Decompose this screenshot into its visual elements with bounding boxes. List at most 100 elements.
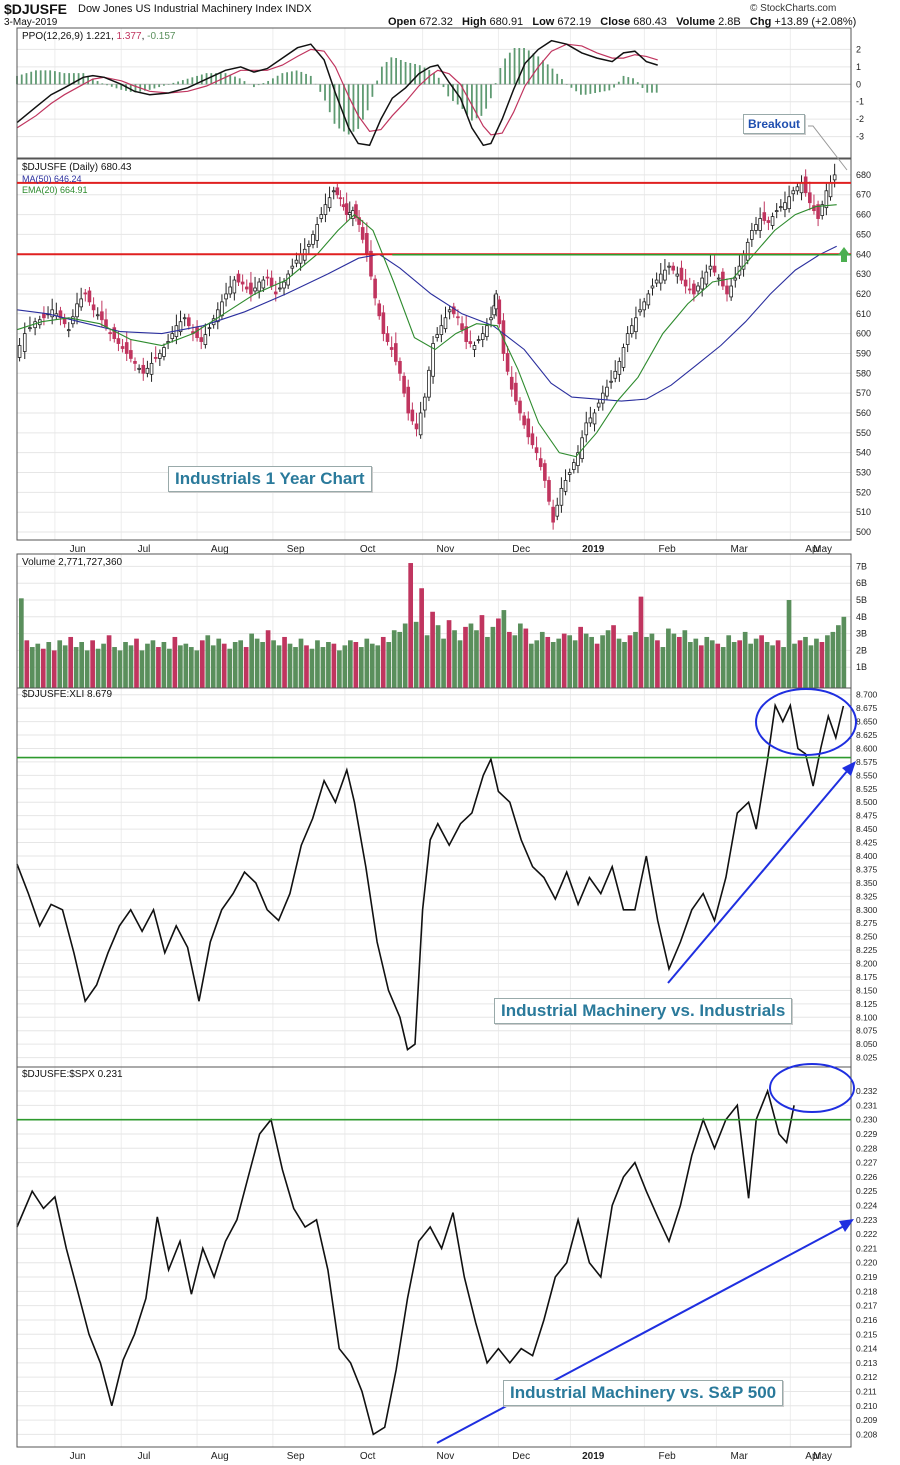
candle-body xyxy=(683,279,688,287)
volume-bar xyxy=(589,636,594,688)
candle-body xyxy=(774,210,779,213)
candle-body xyxy=(249,282,253,295)
volume-bar xyxy=(128,645,134,688)
ema20-line xyxy=(16,204,837,458)
volume-bar xyxy=(474,630,479,688)
candle-body xyxy=(331,190,336,193)
price-candles xyxy=(17,163,837,530)
ppo-histogram-bar xyxy=(106,84,108,86)
candle-body xyxy=(745,241,750,261)
candle-body xyxy=(803,176,808,194)
y-tick-label: 8.225 xyxy=(856,945,878,955)
y-tick-label: 8.525 xyxy=(856,784,878,794)
volume-bar xyxy=(249,633,254,688)
y-tick-label: 6B xyxy=(856,578,867,588)
candle-body xyxy=(696,285,700,292)
price-legend: $DJUSFE (Daily) 680.43 xyxy=(22,162,132,173)
candle-body xyxy=(335,187,340,196)
ppo-histogram-bar xyxy=(20,74,23,85)
candle-body xyxy=(133,361,137,364)
volume-bar xyxy=(145,643,150,688)
volume-bar xyxy=(304,645,309,688)
ppo-histogram-bar xyxy=(295,70,298,85)
candle-body xyxy=(199,337,204,342)
y-tick-label: 8.100 xyxy=(856,1012,878,1022)
volume-bar xyxy=(731,642,737,688)
ppo-histogram-bar xyxy=(186,78,189,85)
ppo-histogram-bar xyxy=(357,84,360,129)
volume-bar xyxy=(265,630,271,688)
ppo-histogram-bar xyxy=(366,84,369,111)
candle-body xyxy=(116,338,121,344)
ppo-histogram-bar xyxy=(485,84,488,109)
candle-body xyxy=(83,292,88,295)
ppo-histogram-bar xyxy=(35,70,37,85)
y-tick-label: 0.211 xyxy=(856,1386,877,1396)
volume-bar xyxy=(490,626,496,688)
candle-body xyxy=(373,278,377,299)
candle-body xyxy=(492,305,496,316)
y-tick-label: 0.213 xyxy=(856,1358,878,1368)
ppo-histogram-bar xyxy=(162,84,165,86)
axis-labels: 2 1 0 -1 -2 -3 680 670 660 650 640 630 620 610 600 590 5… xyxy=(70,44,878,1462)
candle-body xyxy=(347,212,352,215)
volume-bar xyxy=(819,642,825,688)
candle-body xyxy=(153,357,158,359)
candle-body xyxy=(431,343,435,377)
volume-bar xyxy=(95,648,101,688)
xli-trend-arrow xyxy=(667,769,849,984)
x-tick-label: May xyxy=(813,544,832,555)
volume-bar xyxy=(677,636,682,688)
ppo-histogram-bar xyxy=(158,84,161,88)
volume-bar xyxy=(534,640,540,688)
y-tick-label: 8.125 xyxy=(856,999,878,1009)
volume-bar xyxy=(507,631,512,688)
ppo-histogram-bar xyxy=(172,82,175,85)
candle-body xyxy=(178,321,183,333)
ppo-histogram-bar xyxy=(636,82,639,85)
volume-bar xyxy=(578,626,583,688)
candle-body xyxy=(108,332,112,335)
candle-body xyxy=(244,286,249,290)
candle-body xyxy=(750,230,754,240)
volume-bar xyxy=(512,635,518,688)
volume-bar xyxy=(358,647,364,688)
candle-body xyxy=(294,259,299,264)
y-tick-label: 540 xyxy=(856,448,871,458)
candle-body xyxy=(451,306,456,315)
y-tick-label: 0.223 xyxy=(856,1215,878,1225)
candle-body xyxy=(42,313,46,319)
ppo-histogram-bar xyxy=(499,68,502,85)
x-tick-label: Oct xyxy=(360,1451,376,1462)
ma50-legend: MA(50) 646.24 xyxy=(22,174,82,184)
ppo-histogram-bar xyxy=(494,83,497,85)
candle-body xyxy=(621,347,626,368)
candle-body xyxy=(629,325,634,335)
volume-bar xyxy=(523,628,529,688)
ppo-histogram-bar xyxy=(380,66,383,85)
ppo-histogram-bar xyxy=(191,77,194,85)
candle-body xyxy=(273,291,278,295)
ppo-histogram-bar xyxy=(395,57,397,85)
volume-bar xyxy=(380,636,386,688)
ppo-histogram-bar xyxy=(399,59,402,85)
candle-body xyxy=(509,376,514,390)
candle-body xyxy=(779,206,783,209)
candle-body xyxy=(112,327,117,339)
candle-body xyxy=(129,350,133,359)
candle-body xyxy=(476,339,481,341)
ohlc-readout: Open 672.32 High 680.91 Low 672.19 Close… xyxy=(388,16,857,28)
candle-body xyxy=(282,281,286,289)
ppo-histogram-bar xyxy=(404,61,407,85)
candle-body xyxy=(344,203,349,215)
volume-bar xyxy=(364,638,370,688)
candle-body xyxy=(323,204,328,215)
ppo-histogram-bar xyxy=(513,48,516,85)
volume-bar xyxy=(117,650,123,688)
ppo-histogram-bar xyxy=(527,50,530,85)
candle-body xyxy=(58,310,63,319)
candle-body xyxy=(232,279,237,294)
candle-body xyxy=(414,423,419,430)
volume-bar xyxy=(298,638,304,688)
volume-bar xyxy=(287,643,293,688)
